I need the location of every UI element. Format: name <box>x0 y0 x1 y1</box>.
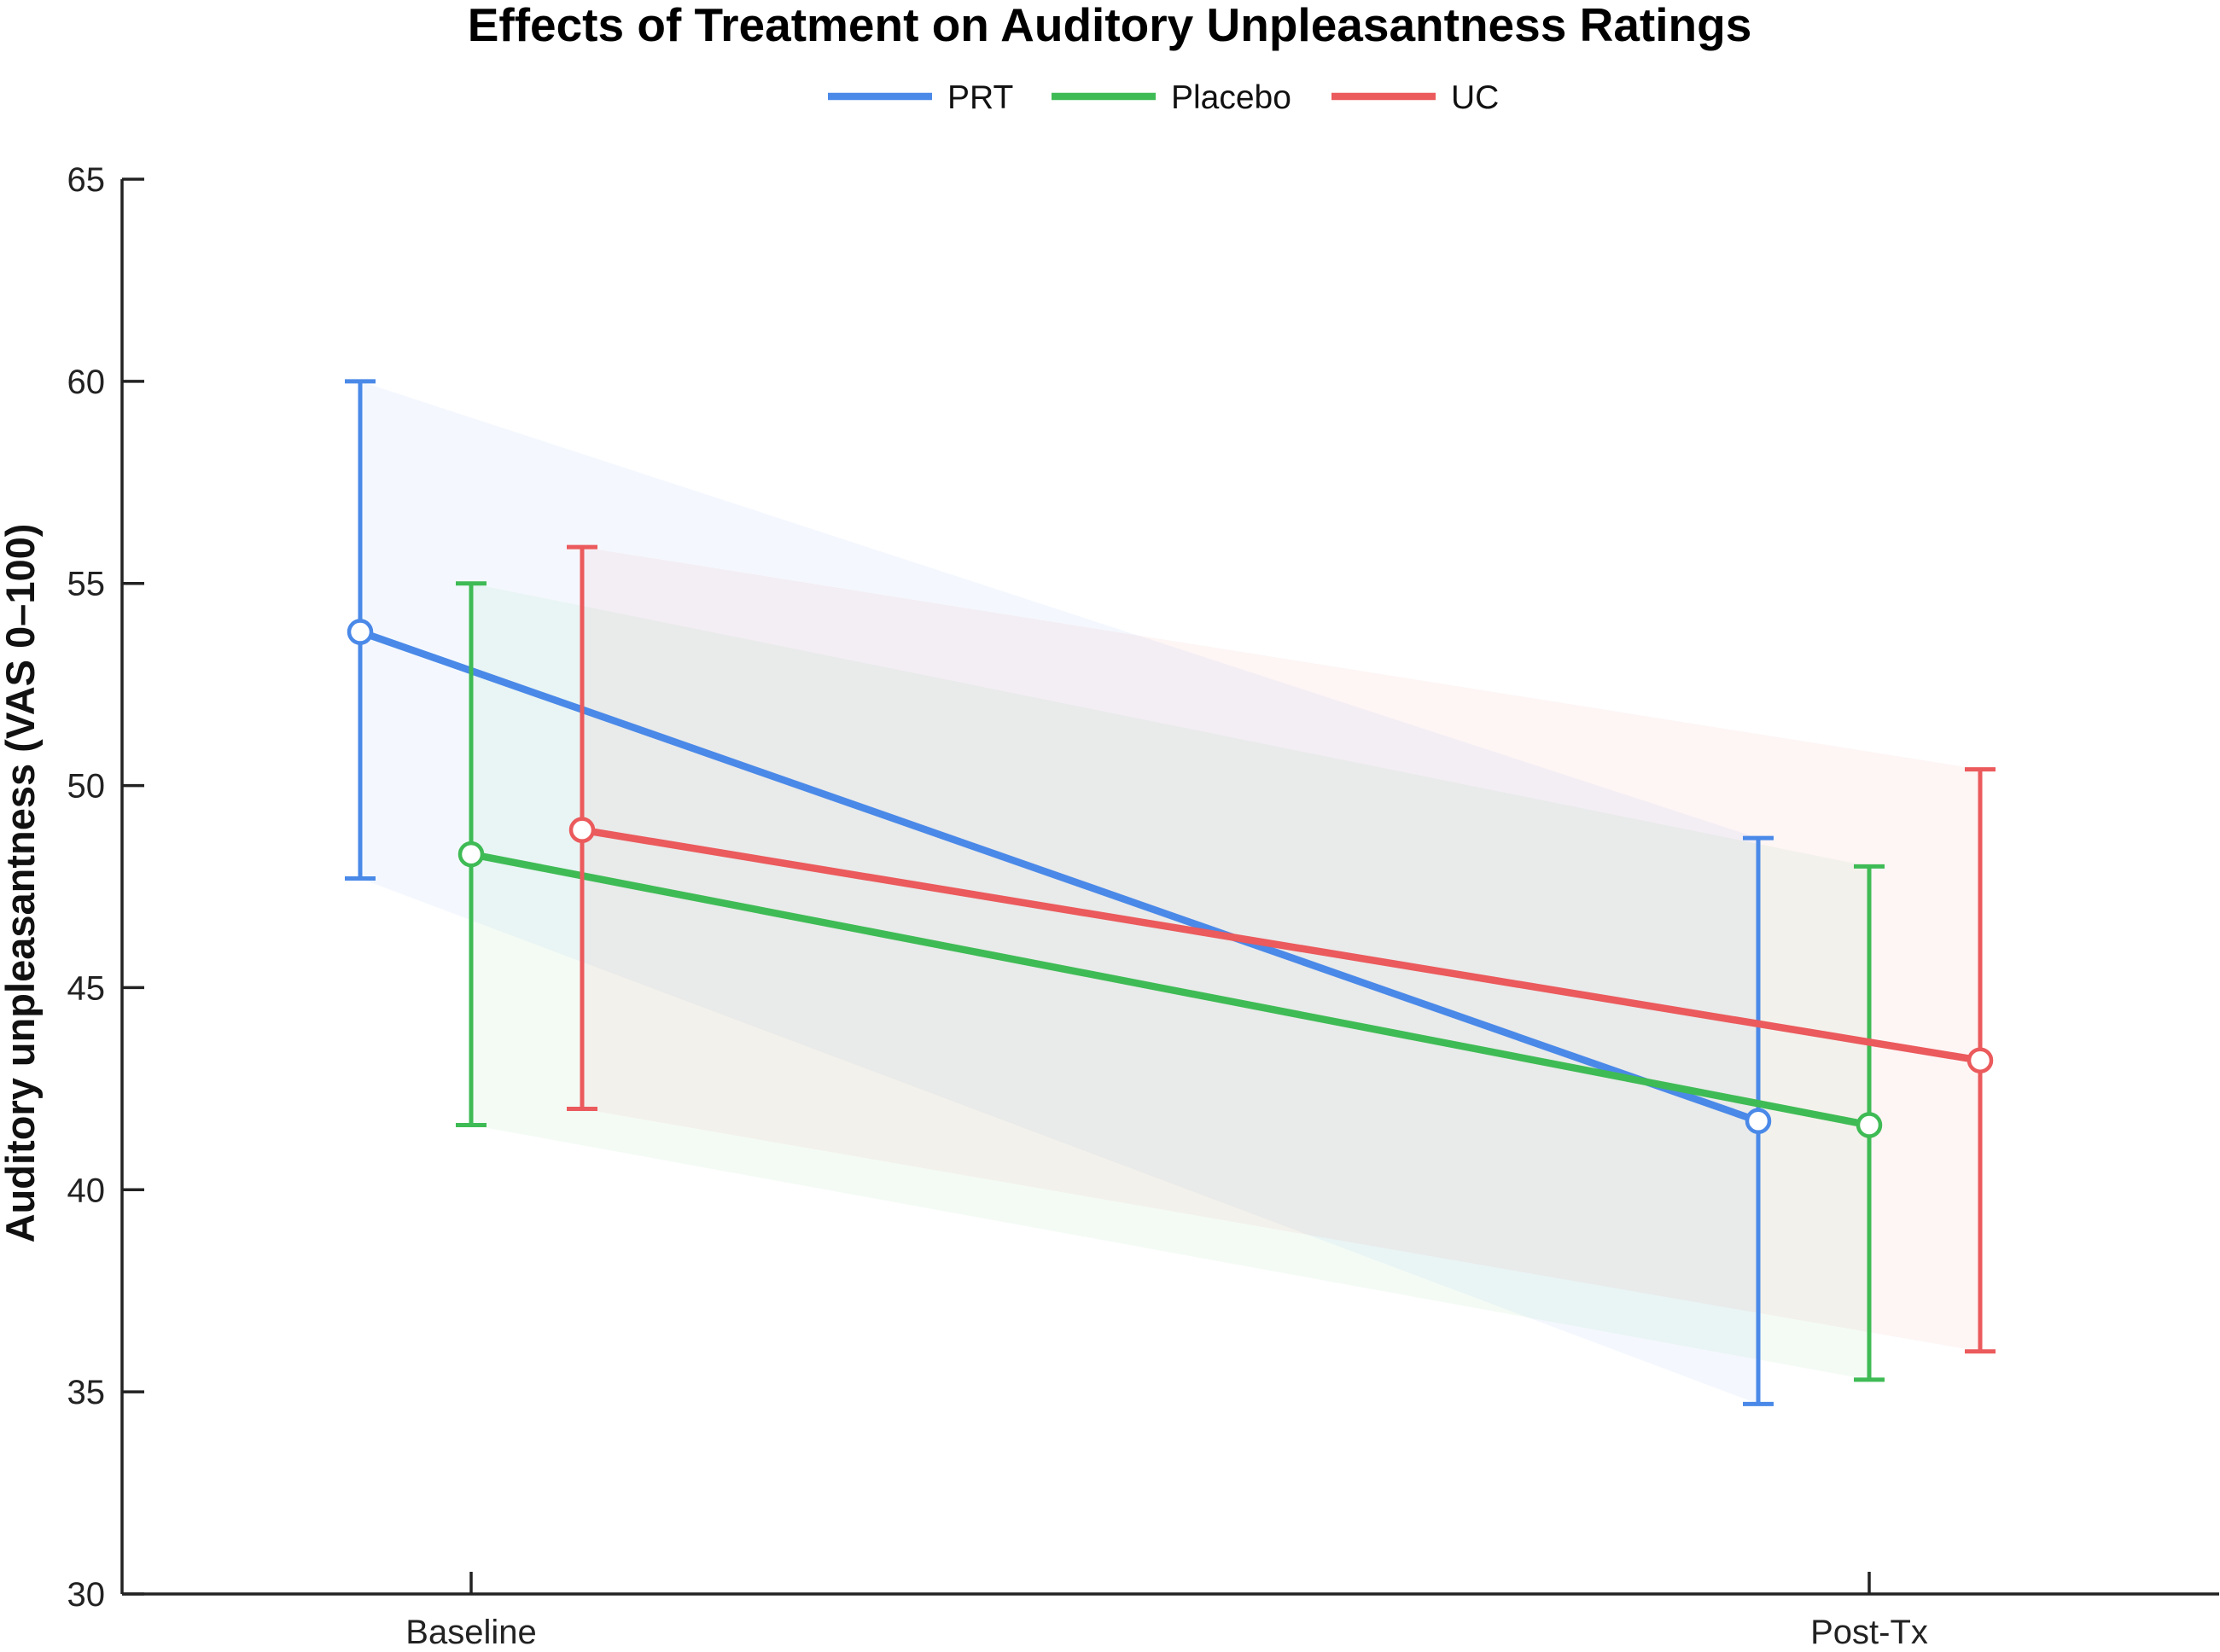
series-layer <box>345 379 1996 1406</box>
point-placebo-baseline <box>457 841 485 868</box>
y-tick-label-35: 35 <box>67 1374 106 1411</box>
point-placebo-post-tx <box>1856 1112 1883 1138</box>
y-tick-label-60: 60 <box>67 364 106 401</box>
band-prt <box>360 381 1758 1405</box>
y-tick-label-65: 65 <box>67 161 106 199</box>
y-tick-label-40: 40 <box>67 1172 106 1209</box>
y-axis-label: Auditory unpleasantness (VAS 0–100) <box>0 524 43 1243</box>
series-line-prt <box>356 628 1763 1126</box>
legend-label-prt: PRT <box>947 79 1013 116</box>
band-uc <box>582 547 1980 1352</box>
legend-label-uc: UC <box>1451 79 1499 116</box>
point-prt-baseline <box>347 619 374 645</box>
y-tick-label-55: 55 <box>67 566 106 603</box>
x-tick-label-baseline: Baseline <box>405 1614 536 1651</box>
confidence-bands <box>360 381 1980 1405</box>
series-line-placebo <box>467 850 1873 1129</box>
point-uc-post-tx <box>1967 1047 1994 1073</box>
band-placebo <box>471 583 1869 1380</box>
y-tick-label-30: 30 <box>67 1576 106 1614</box>
y-tick-label-45: 45 <box>67 969 106 1007</box>
chart-title: Effects of Treatment on Auditory Unpleas… <box>468 0 1752 51</box>
series-line-uc <box>578 826 1984 1064</box>
axes: 30 35 40 45 50 55 60 65 Baseline Post-Tx <box>67 161 2219 1651</box>
y-tick-label-50: 50 <box>67 768 106 806</box>
point-prt-post-tx <box>1745 1108 1772 1135</box>
legend-label-placebo: Placebo <box>1171 79 1291 116</box>
point-uc-baseline <box>568 817 596 843</box>
x-tick-label-post-tx: Post-Tx <box>1810 1614 1928 1651</box>
legend: PRT Placebo UC <box>828 79 1499 116</box>
